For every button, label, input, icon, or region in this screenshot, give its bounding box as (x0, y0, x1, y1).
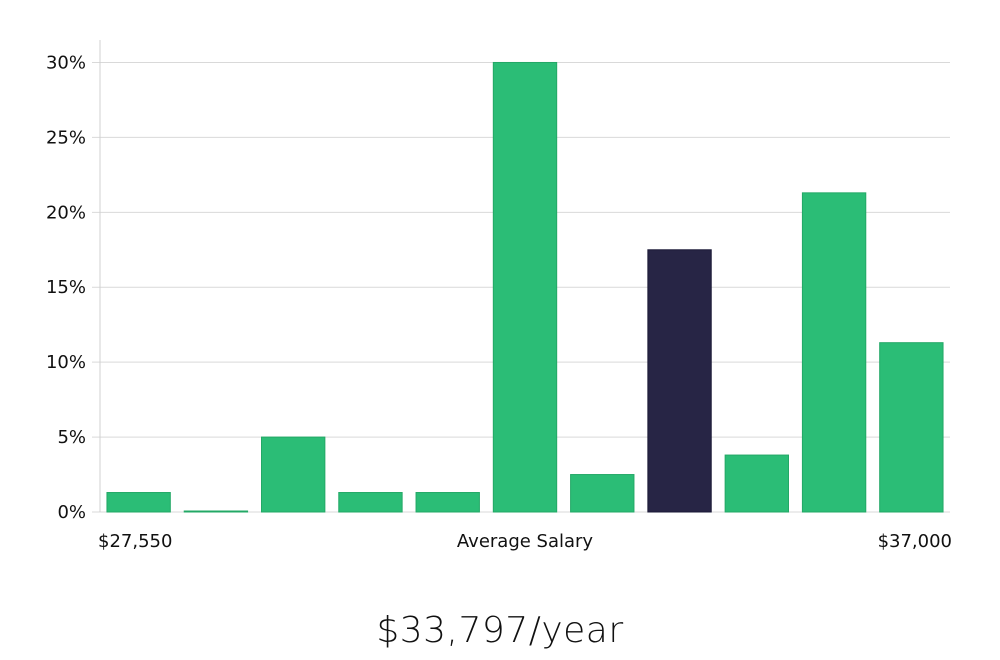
x-max-label: $37,000 (878, 531, 952, 552)
x-center-label: Average Salary (457, 531, 594, 552)
bar-highlighted (647, 249, 712, 513)
y-tick-label: 30% (46, 52, 86, 73)
salary-histogram: 0% 5% 10% 15% 20% 25% 30% $27,550 Average Sala… (46, 40, 952, 552)
bar (570, 474, 635, 513)
bar (724, 454, 789, 513)
y-tick-label: 15% (46, 277, 86, 298)
bar (261, 436, 326, 513)
average-salary-value: $33,797/year (376, 610, 624, 651)
bar (183, 510, 249, 513)
bar (106, 492, 171, 513)
y-tick-label: 0% (57, 502, 86, 523)
bar (415, 492, 480, 513)
bar (801, 192, 867, 513)
bar (879, 342, 944, 513)
y-tick-label: 10% (46, 352, 86, 373)
y-axis-ticks: 0% 5% 10% 15% 20% 25% 30% (46, 52, 86, 523)
y-tick-label: 5% (57, 427, 86, 448)
bar (492, 61, 558, 513)
x-min-label: $27,550 (98, 531, 172, 552)
y-tick-label: 25% (46, 127, 86, 148)
bars (106, 61, 944, 513)
bar (338, 492, 403, 513)
y-tick-label: 20% (46, 202, 86, 223)
